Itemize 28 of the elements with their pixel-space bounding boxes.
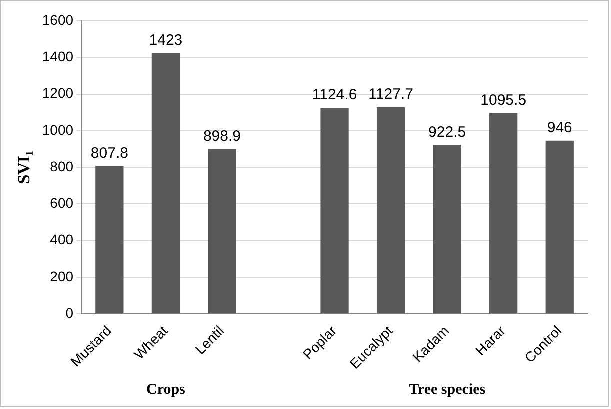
data-label: 946: [547, 119, 572, 136]
y-tick-label: 200: [50, 268, 74, 284]
bar: [376, 108, 406, 314]
text: Tree species: [409, 382, 486, 398]
y-tick-label: 1200: [42, 85, 74, 102]
data-label: 807.8: [90, 144, 128, 162]
data-label: 1127.7: [368, 86, 414, 104]
data-label: 1095.5: [480, 92, 527, 110]
y-tick-label: 1600: [42, 12, 74, 28]
y-tick-label: 1000: [42, 122, 74, 138]
bar: [490, 113, 518, 314]
bar: [320, 108, 349, 314]
data-label: 898.9: [203, 128, 241, 146]
y-tick-label: 1400: [42, 48, 74, 65]
y-tick-label: 0: [66, 305, 74, 322]
y-tick-label: 800: [50, 158, 74, 174]
data-label: 1124.6: [312, 86, 358, 104]
data-label: 1423: [149, 32, 183, 50]
text: Crops: [146, 382, 186, 398]
bar: [208, 149, 236, 314]
y-axis-title: SVI₁: [14, 150, 34, 184]
y-tick-label: 400: [50, 232, 74, 248]
y-tick-label: 600: [50, 195, 74, 212]
bar: [433, 145, 462, 314]
bar: [152, 53, 180, 314]
bar: [96, 166, 124, 314]
data-label: 922.5: [428, 124, 466, 141]
bar: [546, 140, 574, 314]
